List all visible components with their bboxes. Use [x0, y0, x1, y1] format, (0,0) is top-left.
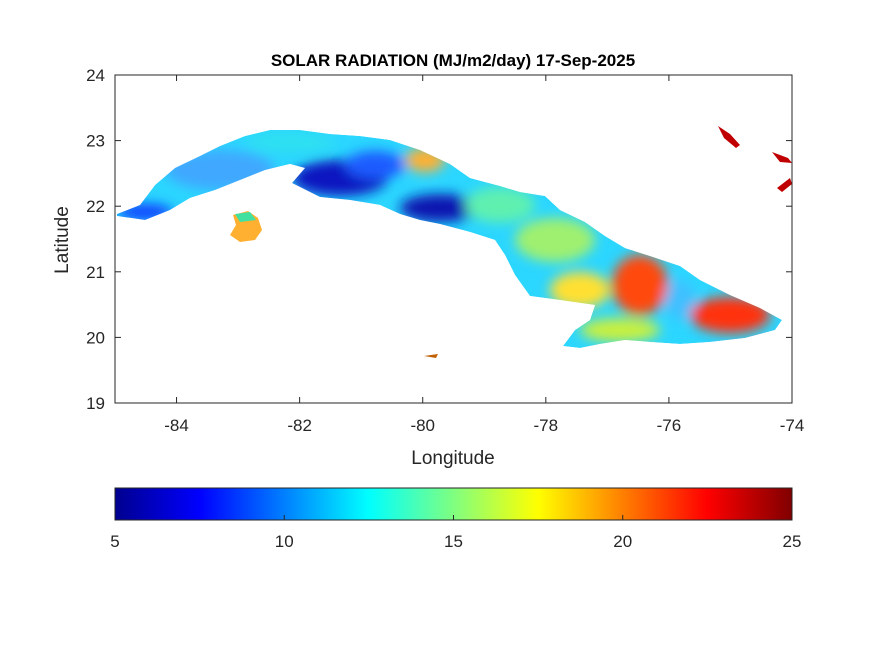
- outside-mask: [115, 75, 792, 403]
- x-axis: -84 -82 -80 -78 -76 -74: [164, 75, 804, 435]
- y-axis: 19 20 21 22 23 24: [86, 66, 792, 413]
- haiti-fragment-3: [777, 178, 792, 192]
- y-tick-label: 19: [86, 394, 105, 413]
- x-axis-label: Longitude: [411, 448, 494, 469]
- colorbar-tick-label: 15: [444, 532, 463, 551]
- x-tick-label: -84: [164, 416, 189, 435]
- patch-matanzas: [345, 151, 405, 179]
- x-tick-label: -80: [410, 416, 435, 435]
- colorbar-tick-label: 20: [613, 532, 632, 551]
- colorbar-tick-label: 10: [275, 532, 294, 551]
- patch-camaguey: [515, 218, 595, 262]
- y-tick-label: 21: [86, 263, 105, 282]
- x-tick-label: -74: [780, 416, 805, 435]
- chart-title: SOLAR RADIATION (MJ/m2/day) 17-Sep-2025: [271, 51, 635, 70]
- patch-guantanamo: [690, 297, 770, 333]
- isla-north-patch: [235, 212, 256, 222]
- y-axis-label: Latitude: [52, 206, 73, 274]
- haiti-fragment-2: [772, 152, 792, 163]
- south-key: [424, 354, 438, 358]
- y-tick-label: 20: [86, 328, 105, 347]
- x-tick-label: -76: [657, 416, 682, 435]
- patch-cienfuegos: [400, 194, 480, 222]
- x-tick-label: -82: [287, 416, 312, 435]
- patch-granma: [612, 255, 668, 315]
- colorbar: 5 10 15 20 25: [110, 487, 801, 551]
- patch-havana: [245, 132, 335, 152]
- patch-holguin: [665, 280, 695, 320]
- y-tick-label: 23: [86, 132, 105, 151]
- colorbar-ticks: 5 10 15 20 25: [110, 515, 801, 551]
- haiti-fragment-1: [718, 126, 740, 148]
- x-tick-label: -78: [534, 416, 559, 435]
- map-area: [114, 74, 793, 404]
- colorbar-tick-label: 25: [783, 532, 802, 551]
- y-tick-label: 24: [86, 66, 105, 85]
- patch-las-tunas: [550, 272, 610, 308]
- patch-santiago: [580, 318, 660, 342]
- plot-frame: [114, 74, 793, 404]
- patch-sancti-spiritus: [465, 187, 535, 223]
- y-tick-label: 22: [86, 197, 105, 216]
- colorbar-tick-label: 5: [110, 532, 119, 551]
